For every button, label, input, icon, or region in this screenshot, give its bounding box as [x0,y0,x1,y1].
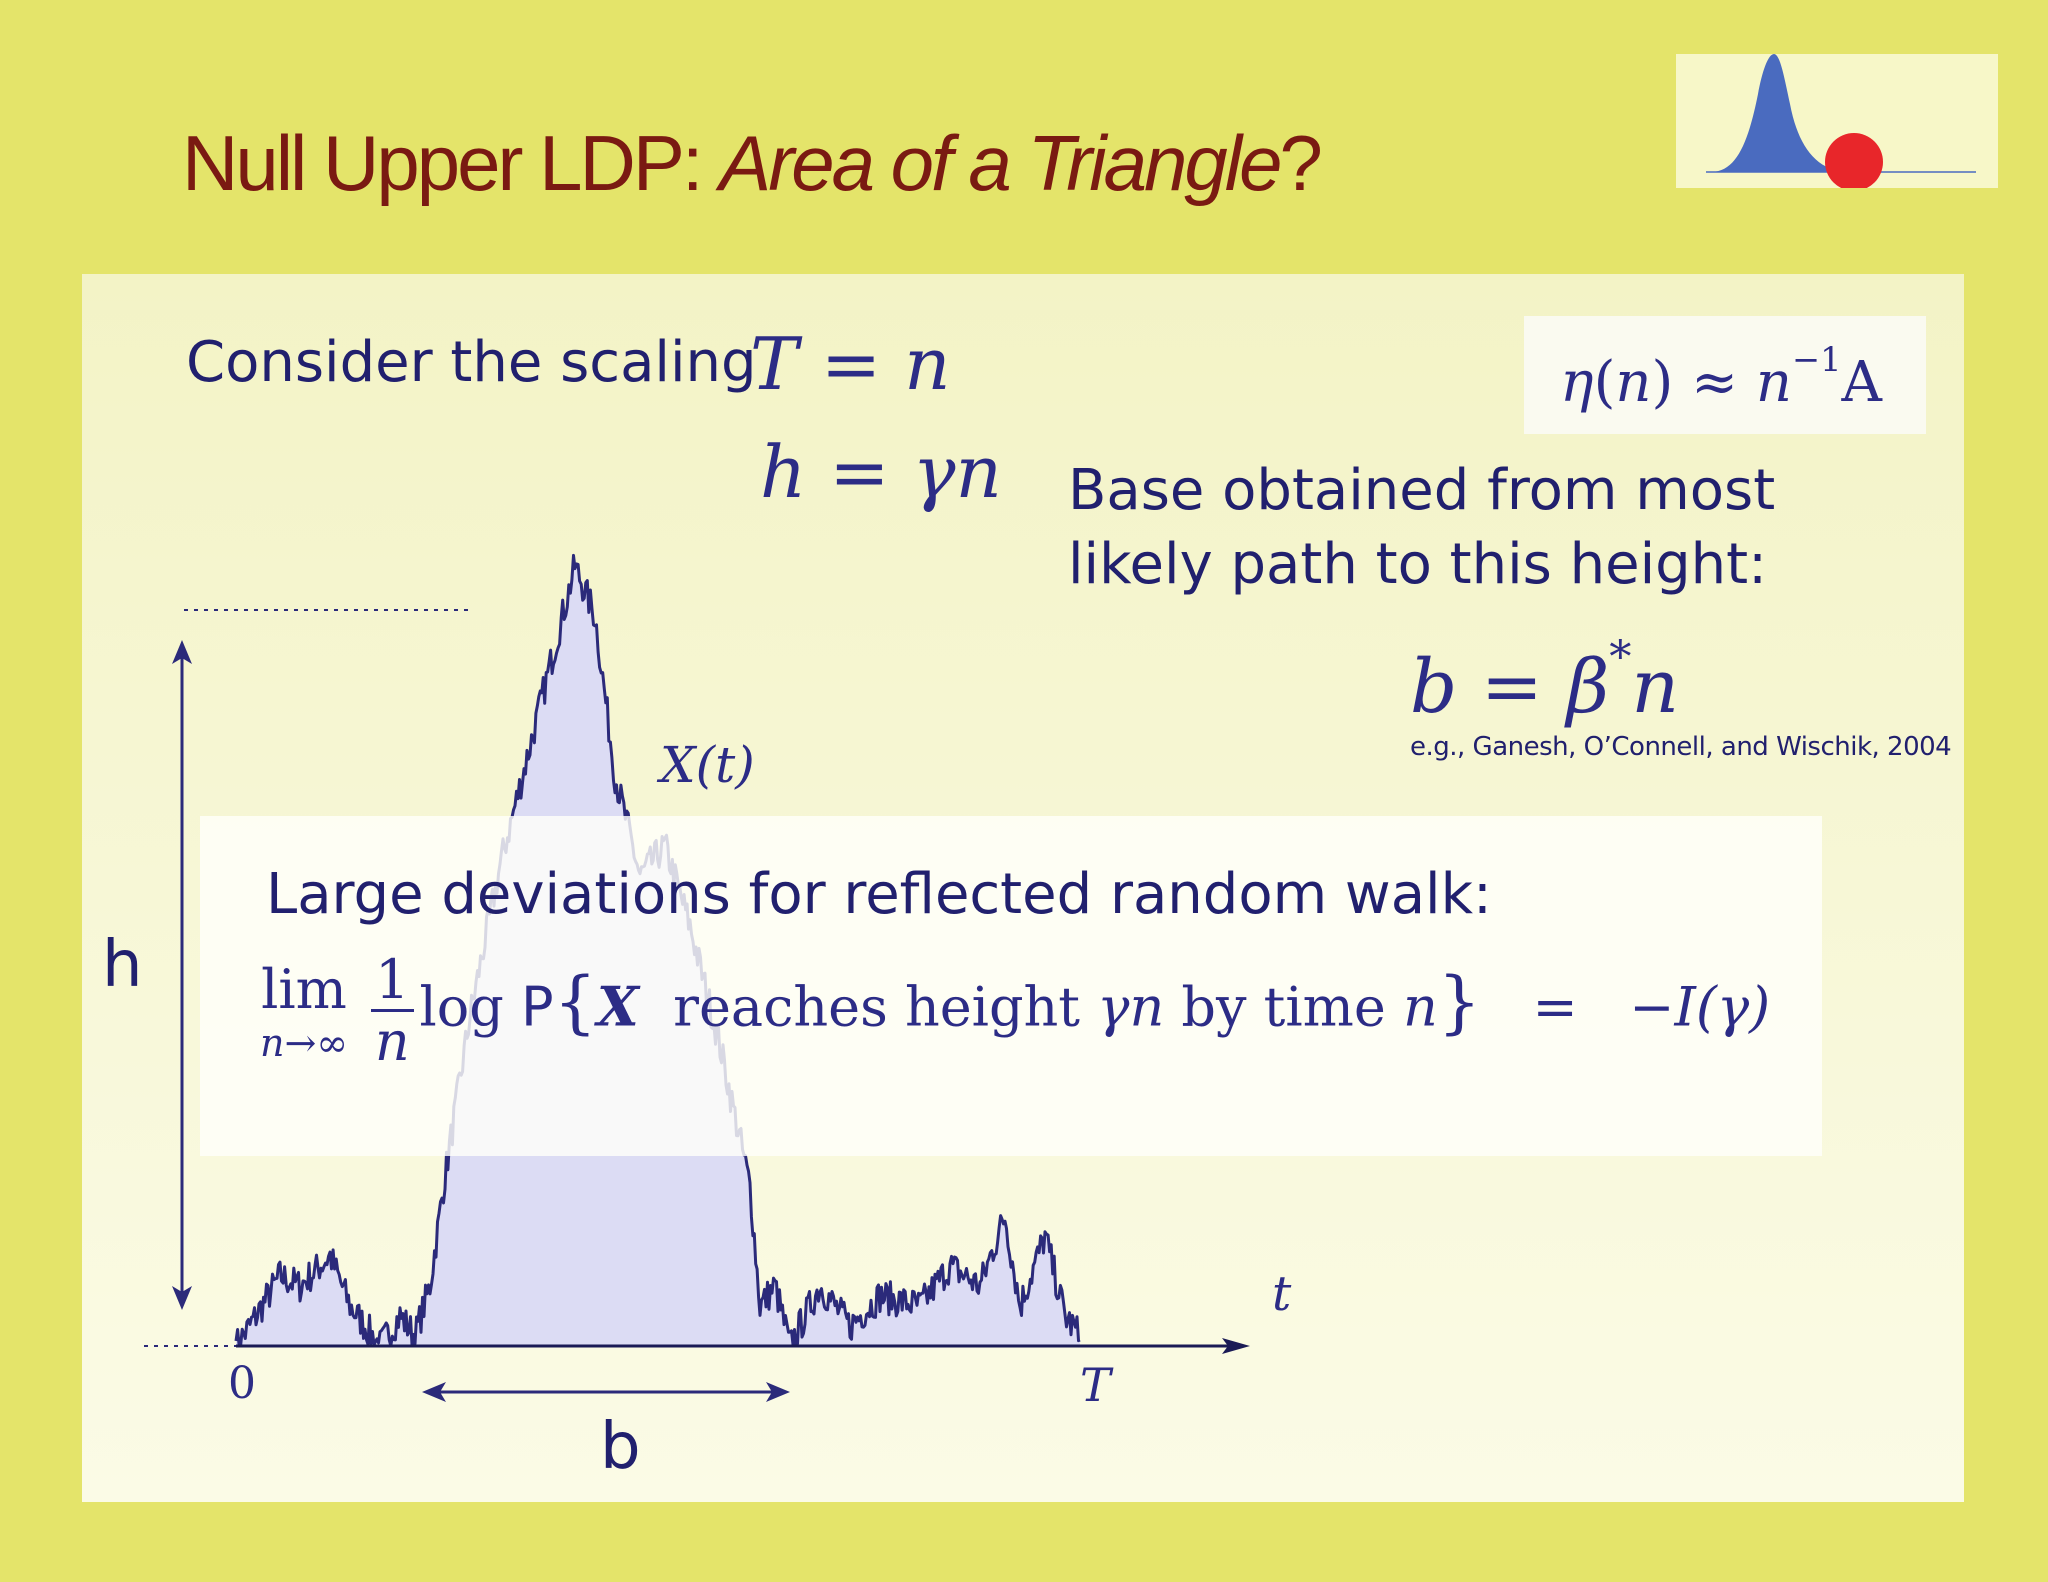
ldp-formula: lim n→∞ 1 n log P{X reaches height γn by ti… [260,948,1771,1073]
eta-approx-formula: η(n) ≈ n−1A [1560,340,1882,416]
process-label: X(t) [660,736,755,794]
ldp-heading: Large deviations for reflected random wa… [266,862,1492,927]
ldp-box [200,816,1822,1156]
lim-operator: lim n→∞ [260,958,348,1066]
scaling-lead: Consider the scaling [186,330,757,395]
base-text-line2: likely path to this height: [1068,532,1767,597]
b-arrow-right [766,1382,790,1402]
origin-label: 0 [228,1358,256,1409]
time-axis-arrowhead [1222,1338,1250,1354]
title-end: ? [1279,119,1322,207]
eta-approx-box [1524,316,1926,434]
slide-title: Null Upper LDP: Area of a Triangle? [182,118,1323,209]
scaling-eq-T: T = n [750,322,951,406]
title-main: Null Upper LDP: [182,119,720,207]
b-label: b [600,1410,641,1484]
t-axis-label: t [1272,1266,1292,1322]
h-label: h [102,928,143,1002]
T-label: T [1080,1358,1111,1412]
distribution-thumbnail [1676,54,1998,188]
base-text-line1: Base obtained from most [1068,458,1776,523]
title-italic: Area of a Triangle [719,119,1282,207]
scaling-eq-h: h = γn [760,430,1002,514]
b-arrow-left [422,1382,446,1402]
h-arrow-bottom [172,1286,192,1310]
h-arrow-top [172,640,192,664]
citation: e.g., Ganesh, O’Connell, and Wischik, 20… [1410,732,1952,762]
base-formula: b = β*n [1410,632,1680,730]
